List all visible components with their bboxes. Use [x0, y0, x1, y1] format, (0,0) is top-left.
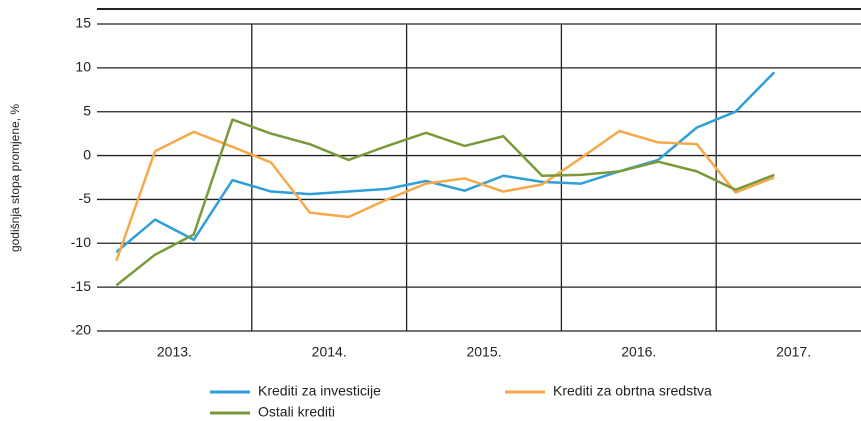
- x-tick-label: 2015.: [466, 344, 501, 360]
- y-tick-label: 15: [75, 15, 91, 31]
- x-tick-label: 2016.: [621, 344, 656, 360]
- x-tick-label: 2014.: [312, 344, 347, 360]
- x-tick-label: 2017.: [776, 344, 811, 360]
- x-tick-label: 2013.: [157, 344, 192, 360]
- y-tick-label: 5: [83, 102, 91, 118]
- y-tick-label: -15: [71, 278, 91, 294]
- y-tick-label: -5: [79, 190, 92, 206]
- y-axis-label: godišnja stopa promjene, %: [8, 104, 22, 252]
- y-tick-label: -20: [71, 322, 91, 338]
- series-line: [115, 118, 775, 287]
- y-tick-label: 10: [75, 59, 91, 75]
- legend-label: Ostali krediti: [258, 404, 335, 420]
- legend-label: Krediti za obrtna sredstva: [553, 383, 712, 399]
- y-tick-label: -10: [71, 234, 91, 250]
- series-line: [115, 129, 775, 262]
- series-line: [115, 71, 776, 254]
- y-tick-label: 0: [83, 146, 91, 162]
- legend-label: Krediti za investicije: [258, 383, 381, 399]
